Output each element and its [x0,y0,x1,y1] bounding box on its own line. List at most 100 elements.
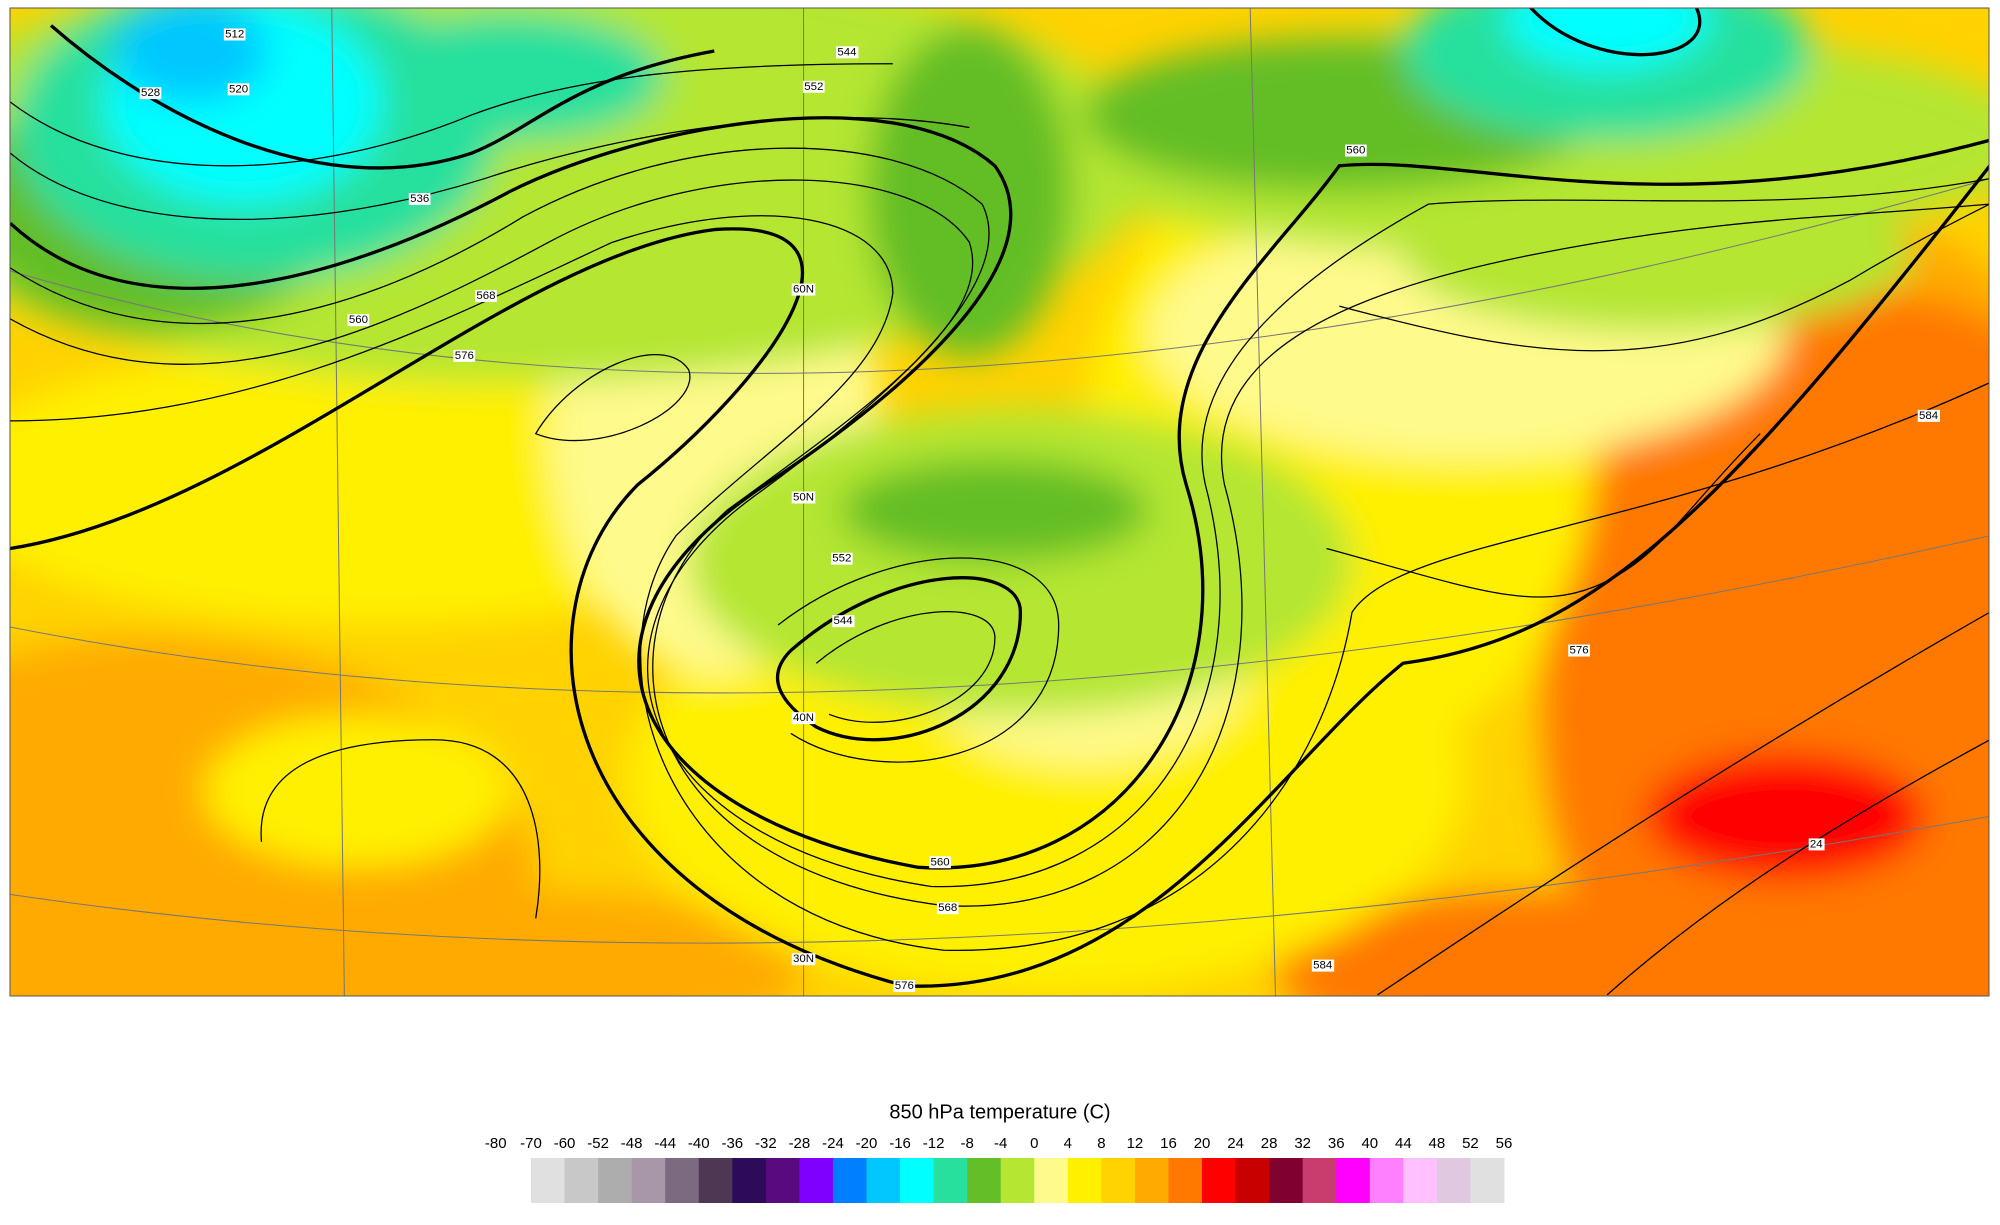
colorbar-tick-label: -60 [554,1135,576,1152]
map: 512 520 528 536 544 552 560 568 576 560 552 544 560 5… [10,7,1989,997]
colorbar-swatch [832,1158,868,1203]
colorbar-tick-label: -4 [994,1135,1007,1152]
contour-label: 536 [408,193,431,206]
contour-label: 584 [1917,409,1941,422]
geopotential-contours [10,7,1989,996]
contour-label: 24 [1808,838,1825,851]
contour-label: 512 [223,28,246,41]
contour-label: 568 [475,289,497,302]
colorbar-swatch [1202,1158,1237,1203]
colorbar-swatch [967,1158,1002,1203]
contour-label-text: 576 [1569,645,1588,657]
contour-label-text: 536 [410,193,429,205]
colorbar-tick-label: -52 [587,1135,609,1152]
label-box [475,289,497,302]
colorbar-swatch [1134,1158,1169,1203]
contour-label-text: 584 [1313,960,1333,972]
colorbar-swatch [698,1158,733,1203]
colorbar-swatch [1436,1158,1471,1203]
contour-label-text: 544 [837,46,857,58]
colorbar-swatch [1403,1158,1438,1203]
temperature-field [10,7,1989,997]
label-box [1311,959,1335,972]
colorbar-tick-label: -80 [485,1135,507,1152]
label-box [139,87,162,100]
colorbar-tick-label: -48 [621,1135,643,1152]
contour-label: 576 [1568,644,1590,657]
colorbar-swatch [1336,1158,1371,1203]
colorbar-swatch [1302,1158,1337,1203]
label-box [791,283,816,296]
contour-label-text: 568 [476,290,495,302]
colorbar-swatch [531,1158,566,1203]
contour-label-text: 584 [1919,410,1939,422]
contour-label-text: 528 [141,87,160,99]
label-box [223,28,246,41]
colorbar-tick-label: -36 [721,1135,743,1152]
colorbar-tick-label: 48 [1429,1135,1446,1152]
colorbar-tick-label: -16 [889,1135,911,1152]
colorbar-tick-label: 44 [1395,1135,1412,1152]
label-box [830,552,853,565]
label-box [347,314,370,327]
label-box [408,193,431,206]
contour-label: 50N [791,491,816,504]
contour-label-text: 576 [455,350,474,362]
colorbar-swatch [1470,1158,1505,1203]
colorbar-tick-label: 40 [1361,1135,1378,1152]
colorbar-tick-label: -28 [789,1135,811,1152]
legend-title: 850 hPa temperature (C) [889,1101,1110,1123]
contour-label: 552 [802,80,825,93]
colorbar-swatch [1235,1158,1270,1203]
contour-label-text: 560 [1346,145,1365,157]
colorbar-swatch [732,1158,767,1203]
contour-label-text: 576 [895,980,914,992]
colorbar-swatch [1000,1158,1035,1203]
map-frame [9,7,1990,997]
label-box [227,83,250,96]
contour-label: 568 [936,902,959,915]
label-box [453,349,476,362]
contour-label-text: 40N [793,712,814,724]
contour-label-text: 512 [225,28,244,40]
contour-label: 584 [1311,959,1335,972]
colorbar-tick-label: -24 [822,1135,844,1152]
contour-label-text: 560 [349,314,368,326]
label-box [936,902,959,915]
contour-label: 528 [139,87,162,100]
contour-label-text: 60N [793,284,814,296]
contour-labels: 512 520 528 536 544 552 560 568 576 560 552 544 560 5… [139,28,1941,992]
colorbar-swatch [665,1158,700,1203]
contour-label: 60N [791,283,816,296]
colorbar-tick-label: 32 [1294,1135,1311,1152]
colorbar-swatch [564,1158,599,1203]
colorbar-tick-label: -8 [961,1135,974,1152]
contour-label-text: 50N [793,491,814,503]
colorbar-swatch [1168,1158,1203,1203]
contour-label: 544 [832,615,855,628]
colorbar-tick-label: 20 [1194,1135,1211,1152]
colorbar-swatch [1067,1158,1102,1203]
contour-label: 40N [791,712,816,725]
colorbar-tick-label: 0 [1030,1135,1038,1152]
colorbar-swatch [799,1158,834,1203]
label-box [1568,644,1590,657]
colorbar-tick-label: -44 [654,1135,676,1152]
contour-label: 552 [830,552,853,565]
label-box [802,80,825,93]
contour-label-text: 30N [793,953,814,965]
contour-label: 520 [227,83,250,96]
contour-label-text: 552 [832,553,851,565]
label-box [791,491,816,504]
label-box [832,615,855,628]
colorbar-swatch [631,1158,666,1203]
colorbar-tick-label: -20 [856,1135,878,1152]
contour-label: 576 [453,349,476,362]
colorbar-tick-label: 12 [1127,1135,1144,1152]
colorbar-tick-label: 52 [1462,1135,1479,1152]
colorbar: -80 -70 -60 -52 -48 -44 -40 -36 -32 -28 -24 -20 -16-… [485,1135,1512,1203]
contour-label-text: 552 [804,81,823,93]
colorbar-swatch [1369,1158,1404,1203]
